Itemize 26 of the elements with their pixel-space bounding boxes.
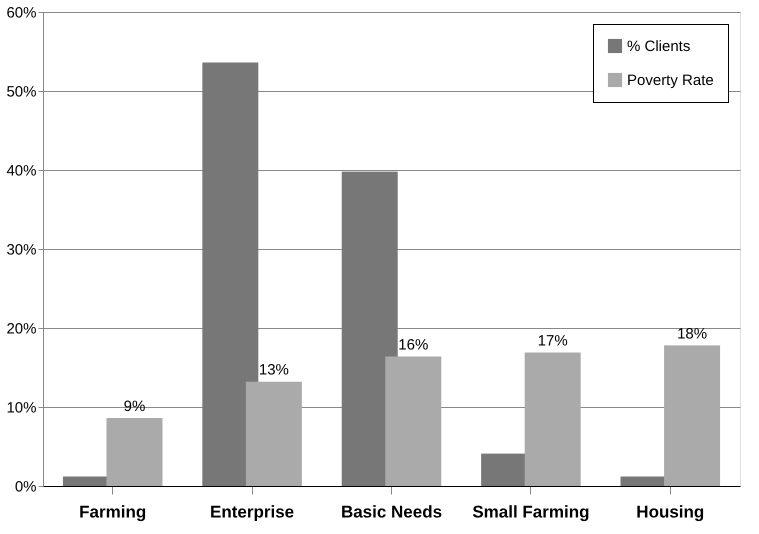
x-tick-label: Basic Needs <box>340 502 442 522</box>
x-tick-label: Farming <box>79 502 146 522</box>
data-label: 17% <box>538 332 568 350</box>
y-tick-label: 10% <box>6 400 36 416</box>
x-tick-label: Enterprise <box>210 502 294 522</box>
y-tick-label: 0% <box>14 478 36 496</box>
data-label: 13% <box>258 362 289 379</box>
legend-label: % Clients <box>627 38 690 55</box>
data-label: 18% <box>677 325 708 342</box>
bar <box>202 62 258 486</box>
x-tick-label: Housing <box>636 502 704 522</box>
y-tick-label: 50% <box>6 84 36 100</box>
y-tick-label: 30% <box>6 242 36 258</box>
y-tick-label: 40% <box>6 162 36 180</box>
bar <box>664 345 720 486</box>
bar <box>385 356 442 486</box>
bar <box>524 352 581 486</box>
legend-label: Poverty Rate <box>627 72 714 89</box>
data-label: 9% <box>124 398 146 416</box>
data-label: 16% <box>398 336 428 354</box>
y-tick-label: 20% <box>6 320 36 338</box>
bar <box>106 418 162 486</box>
bar <box>246 382 302 486</box>
y-tick-label: 60% <box>6 4 36 22</box>
x-tick-label: Small Farming <box>472 502 590 522</box>
bar <box>342 172 398 486</box>
